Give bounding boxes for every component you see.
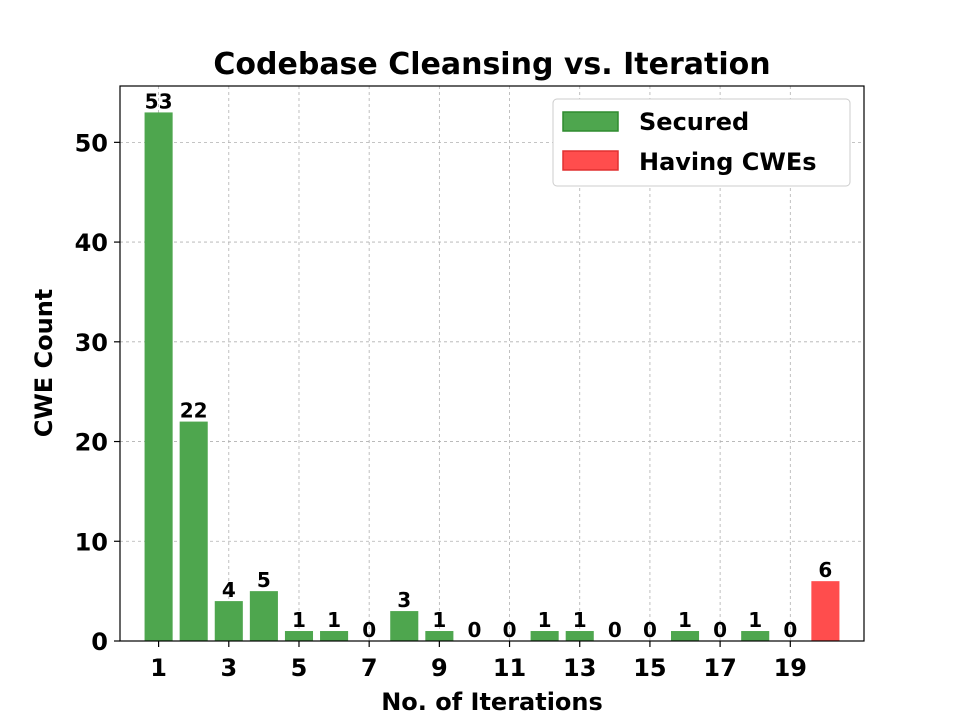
data-label: 1 (432, 608, 446, 632)
data-label: 0 (362, 618, 376, 642)
y-tick-label: 50 (75, 129, 108, 157)
legend-box (552, 98, 851, 187)
data-label: 0 (608, 618, 622, 642)
data-label: 6 (818, 558, 832, 582)
data-label: 1 (678, 608, 692, 632)
y-tick-label: 0 (91, 628, 108, 656)
data-label: 1 (327, 608, 341, 632)
data-label: 1 (538, 608, 552, 632)
legend-label-secured: Secured (639, 108, 749, 136)
x-axis-ticks: 1 3 5 7 9 11 13 15 17 19 (150, 641, 807, 682)
data-label: 0 (503, 618, 517, 642)
bar-secured-16 (670, 631, 700, 641)
data-label: 0 (783, 618, 797, 642)
x-tick-label: 13 (563, 654, 596, 682)
plot-frame (119, 85, 865, 642)
bar-secured-1 (144, 112, 173, 641)
bar-secured-6 (320, 631, 349, 641)
data-label: 1 (573, 608, 587, 632)
x-tick-label: 19 (774, 654, 807, 682)
y-tick-label: 20 (75, 429, 108, 457)
y-tick-label: 10 (75, 528, 108, 556)
data-label: 22 (180, 399, 208, 423)
data-label: 0 (467, 618, 481, 642)
legend-swatch-having-cwes (562, 150, 619, 171)
bar-secured-3 (214, 601, 243, 641)
y-tick-label: 40 (75, 229, 108, 257)
bar-secured-2 (179, 421, 208, 641)
x-tick-label: 17 (703, 654, 736, 682)
x-tick-label: 9 (431, 654, 448, 682)
legend-swatch-secured (562, 111, 619, 132)
x-tick-label: 5 (291, 654, 308, 682)
legend-label-having-cwes: Having CWEs (639, 148, 817, 176)
data-label: 1 (748, 608, 762, 632)
bar-secured-8 (390, 611, 419, 641)
x-tick-label: 7 (361, 654, 378, 682)
y-tick-label: 30 (75, 329, 108, 357)
bar-secured-4 (249, 591, 278, 641)
bar-secured-13 (565, 631, 594, 641)
bar-secured-18 (741, 631, 770, 641)
data-label: 3 (397, 588, 411, 612)
y-axis-ticks: 0 10 20 30 40 50 (75, 129, 120, 656)
bar-secured-9 (425, 631, 454, 641)
y-axis-label: CWE Count (30, 289, 58, 438)
data-label: 1 (292, 608, 306, 632)
x-tick-label: 3 (220, 654, 237, 682)
data-label: 0 (643, 618, 657, 642)
legend: Secured Having CWEs (552, 98, 851, 187)
chart-title: Codebase Cleansing vs. Iteration (213, 47, 770, 82)
x-tick-label: 11 (493, 654, 526, 682)
data-label: 5 (257, 568, 271, 592)
data-label: 0 (713, 618, 727, 642)
data-label: 4 (222, 578, 236, 602)
x-tick-label: 15 (633, 654, 666, 682)
data-label: 53 (145, 89, 173, 113)
bars (144, 112, 840, 641)
bar-secured-5 (284, 631, 314, 641)
x-tick-label: 1 (150, 654, 167, 682)
x-axis-label: No. of Iterations (381, 688, 603, 716)
bar-secured-12 (530, 631, 559, 641)
bar-having-cwes-20 (811, 581, 840, 641)
